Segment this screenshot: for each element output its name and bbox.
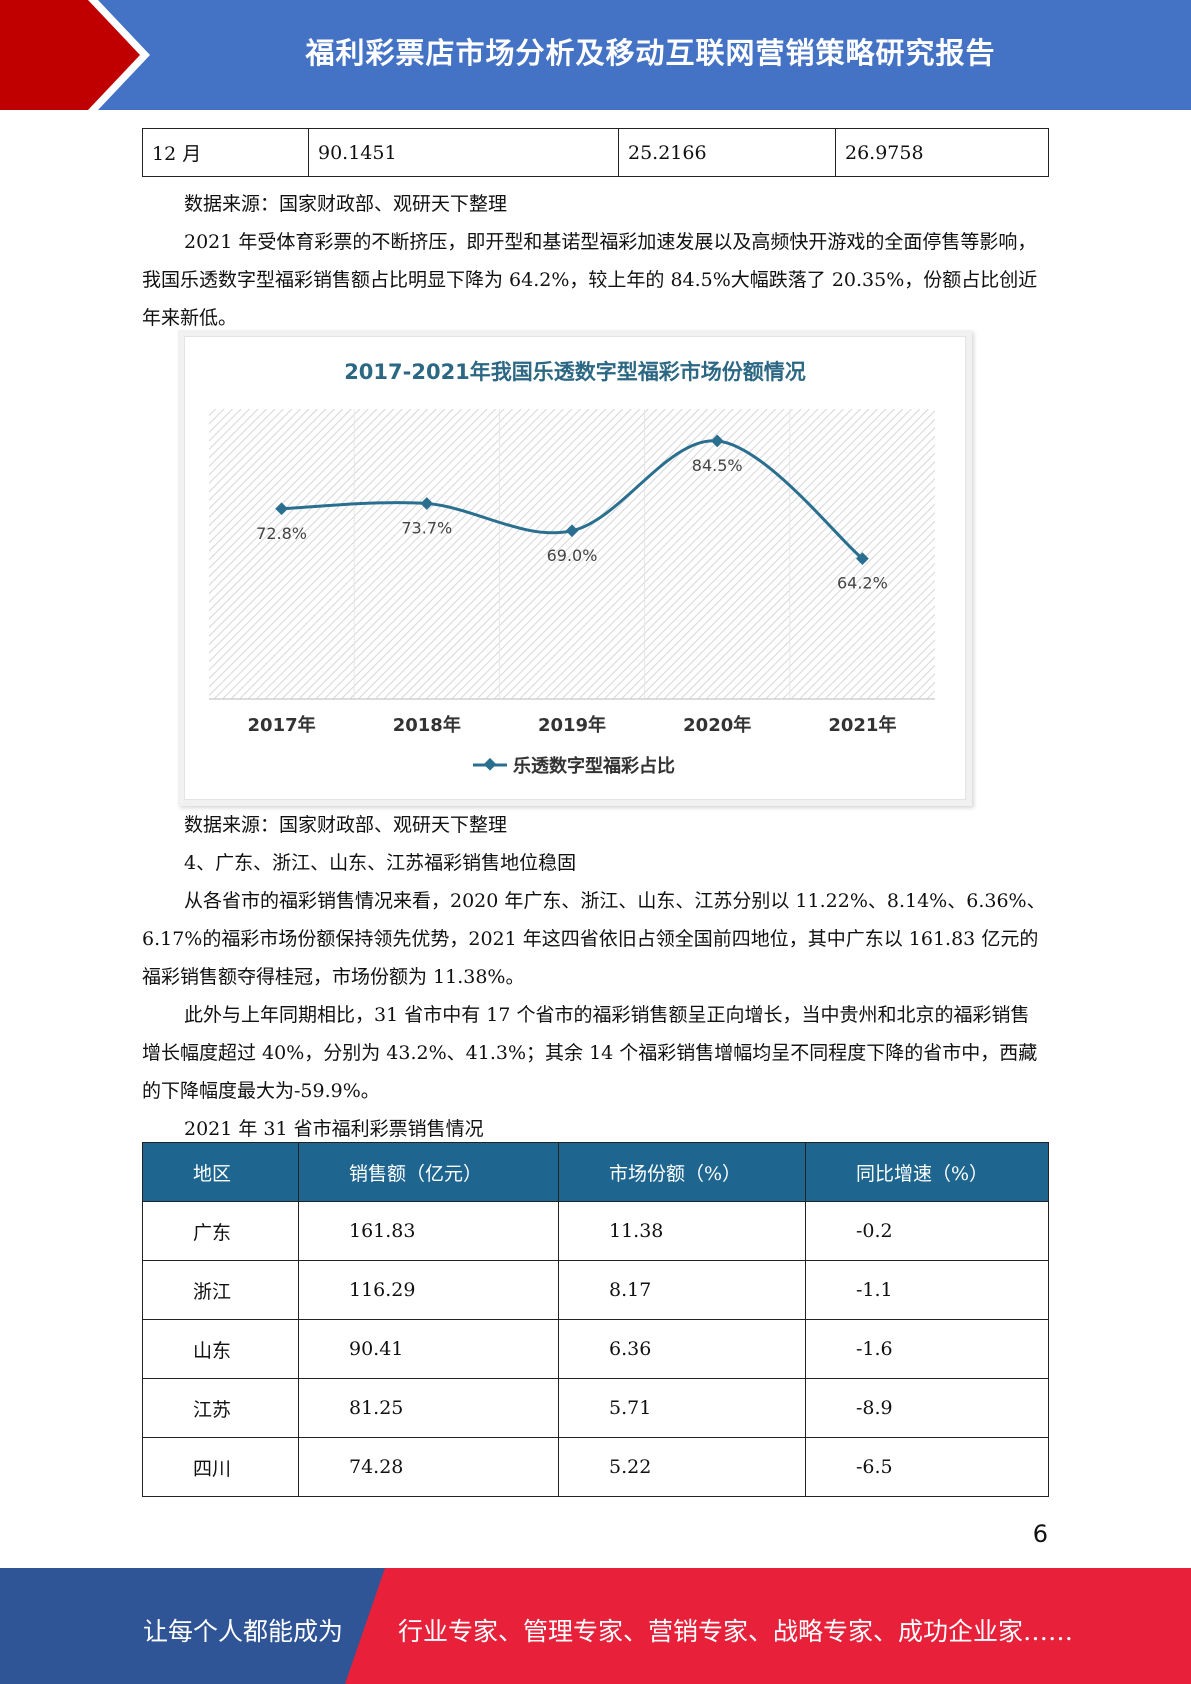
table-cell: 161.83: [298, 1201, 559, 1261]
line-chart: 2017-2021年我国乐透数字型福彩市场份额情况 72.8% 73.7% 69.0…: [184, 336, 966, 800]
paragraph: 此外与上年同期相比，31 省市中有 17 个省市的福彩销售额呈正向增长，当中贵州…: [142, 1004, 1038, 1102]
chart-legend: 乐透数字型福彩占比: [473, 755, 675, 777]
footer-background: [0, 1568, 1191, 1684]
table-cell: 81.25: [298, 1378, 559, 1438]
data-label: 73.7%: [401, 519, 452, 538]
table-cell: 90.1451: [308, 128, 619, 177]
table-cell: 8.17: [558, 1260, 806, 1320]
table-row: 江苏 81.25 5.71 -8.9: [142, 1378, 1049, 1438]
table-header-row: 地区 销售额（亿元） 市场份额（%） 同比增速（%）: [142, 1142, 1049, 1202]
header-title: 福利彩票店市场分析及移动互联网营销策略研究报告: [305, 36, 996, 70]
table-cell: 90.41: [298, 1319, 559, 1379]
monthly-sales-table: 12 月 90.1451 25.2166 26.9758: [142, 128, 1049, 177]
table-cell: 116.29: [298, 1260, 559, 1320]
table-cell: 广东: [142, 1201, 299, 1261]
data-label: 64.2%: [837, 574, 888, 593]
table-cell: 26.9758: [835, 128, 1049, 177]
x-tick-label: 2018年: [393, 714, 461, 736]
table-cell: 浙江: [142, 1260, 299, 1320]
province-sales-table: 地区 销售额（亿元） 市场份额（%） 同比增速（%） 广东 161.83 11.38…: [142, 1142, 1049, 1497]
data-source-note: 数据来源：国家财政部、观研天下整理: [184, 814, 508, 836]
table-cell: 5.71: [558, 1378, 806, 1438]
header-arrow-decoration: [0, 0, 150, 110]
x-tick-label: 2019年: [538, 714, 606, 736]
column-header: 销售额（亿元）: [298, 1142, 559, 1202]
table-row: 四川 74.28 5.22 -6.5: [142, 1437, 1049, 1497]
table-cell: -6.5: [805, 1437, 1049, 1497]
chart-title: 2017-2021年我国乐透数字型福彩市场份额情况: [344, 360, 806, 384]
table-cell: -1.6: [805, 1319, 1049, 1379]
table-cell: -1.1: [805, 1260, 1049, 1320]
chart-canvas: 2017-2021年我国乐透数字型福彩市场份额情况 72.8% 73.7% 69.0…: [209, 360, 935, 777]
footer-slogan-right: 行业专家、管理专家、营销专家、战略专家、成功企业家……: [398, 1617, 1074, 1646]
page-header: 福利彩票店市场分析及移动互联网营销策略研究报告: [0, 0, 1191, 110]
table-row: 山东 90.41 6.36 -1.6: [142, 1319, 1049, 1379]
table-row: 广东 161.83 11.38 -0.2: [142, 1201, 1049, 1261]
table-cell: 6.36: [558, 1319, 806, 1379]
table-caption: 2021 年 31 省市福利彩票销售情况: [184, 1118, 484, 1140]
data-label: 69.0%: [547, 546, 598, 565]
x-tick-label: 2020年: [683, 714, 751, 736]
table-cell: 5.22: [558, 1437, 806, 1497]
paragraph: 从各省市的福彩销售情况来看，2020 年广东、浙江、山东、江苏分别以 11.22…: [142, 890, 1046, 988]
table-cell: 74.28: [298, 1437, 559, 1497]
table-cell: -0.2: [805, 1201, 1049, 1261]
data-label: 72.8%: [256, 524, 307, 543]
page-number: 6: [1032, 1520, 1048, 1548]
paragraph: 2021 年受体育彩票的不断挤压，即开型和基诺型福彩加速发展以及高频快开游戏的全…: [142, 231, 1038, 329]
table-cell: 25.2166: [618, 128, 836, 177]
table-cell: 11.38: [558, 1201, 806, 1261]
data-source-note: 数据来源：国家财政部、观研天下整理: [184, 193, 508, 215]
series-line: [281, 439, 864, 560]
table-cell: 12 月: [142, 128, 309, 177]
column-header: 同比增速（%）: [805, 1142, 1049, 1202]
x-tick-label: 2021年: [828, 714, 896, 736]
page-footer: 让每个人都能成为 行业专家、管理专家、营销专家、战略专家、成功企业家……: [0, 1568, 1191, 1684]
footer-slogan-left: 让每个人都能成为: [143, 1617, 344, 1646]
x-tick-label: 2017年: [248, 714, 316, 736]
table-cell: -8.9: [805, 1378, 1049, 1438]
plot-area: [209, 409, 935, 699]
data-label: 84.5%: [692, 456, 743, 475]
table-cell: 江苏: [142, 1378, 299, 1438]
table-cell: 四川: [142, 1437, 299, 1497]
column-header: 地区: [142, 1142, 299, 1202]
legend-label: 乐透数字型福彩占比: [513, 755, 675, 777]
table-row: 浙江 116.29 8.17 -1.1: [142, 1260, 1049, 1320]
column-header: 市场份额（%）: [558, 1142, 806, 1202]
table-row: 12 月 90.1451 25.2166 26.9758: [142, 128, 1049, 177]
table-cell: 山东: [142, 1319, 299, 1379]
section-heading: 4、广东、浙江、山东、江苏福彩销售地位稳固: [184, 852, 577, 874]
